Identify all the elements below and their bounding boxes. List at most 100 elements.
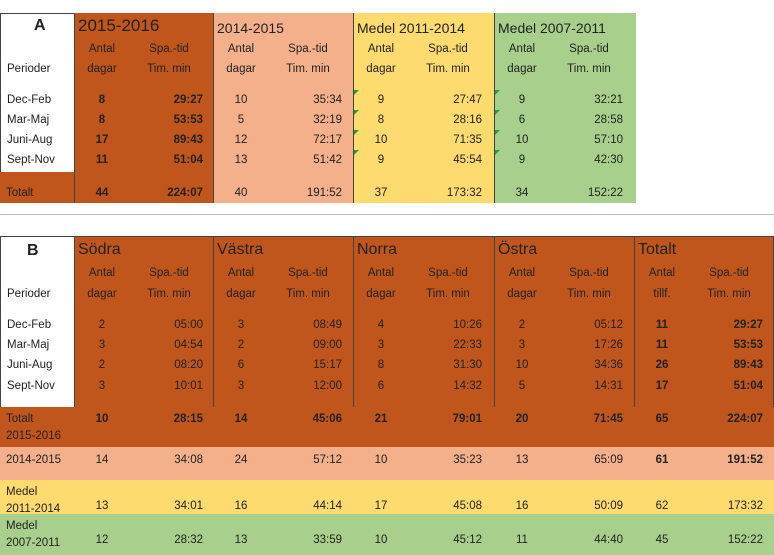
periods-label: Perioder (7, 63, 51, 75)
time-value: 35:34 (313, 94, 342, 106)
summary-label: Totalt (6, 413, 34, 425)
time-value: 05:12 (594, 319, 623, 331)
count-value: 9 (518, 94, 526, 106)
summary-time: 33:59 (313, 534, 342, 546)
subheader-time-unit: Tim. min (567, 288, 611, 300)
subheader-time-unit: Tim. min (707, 288, 751, 300)
subheader-count-unit: dagar (226, 288, 256, 300)
summary-count: 62 (655, 500, 669, 512)
region-column (634, 236, 774, 407)
group-title: Medel 2007-2011 (498, 20, 606, 36)
count-value: 11 (95, 154, 109, 166)
comment-flag-icon (495, 90, 500, 95)
subheader-time-unit: Tim. min (147, 288, 191, 300)
total-time: 191:52 (306, 187, 342, 199)
count-value: 8 (377, 114, 385, 126)
count-value: 3 (237, 319, 245, 331)
table-a-label: A (34, 17, 46, 34)
time-value: 28:58 (594, 114, 623, 126)
total-row-label-cell (0, 172, 74, 203)
summary-time: 79:01 (452, 413, 482, 425)
comment-flag-icon (495, 110, 500, 115)
time-value: 89:43 (173, 134, 203, 146)
summary-count: 10 (95, 413, 109, 425)
count-value: 6 (377, 380, 385, 392)
time-value: 51:04 (173, 154, 203, 166)
divider (0, 214, 774, 215)
summary-time: 65:09 (594, 454, 623, 466)
comment-flag-icon (354, 90, 359, 95)
time-value: 51:04 (733, 380, 763, 392)
subheader-time: Spa.-tid (288, 43, 328, 55)
subheader-count-unit: tillf. (653, 288, 671, 300)
summary-count: 61 (655, 454, 669, 466)
count-value: 2 (237, 339, 245, 351)
count-value: 2 (98, 359, 106, 371)
subheader-count: Antal (227, 43, 255, 55)
region-column (213, 236, 353, 407)
time-value: 53:53 (733, 339, 763, 351)
subheader-time: Spa.-tid (428, 43, 468, 55)
count-value: 2 (518, 319, 526, 331)
summary-time: 224:07 (727, 413, 763, 425)
time-value: 51:42 (313, 154, 342, 166)
group-column (74, 13, 213, 203)
count-value: 11 (655, 339, 669, 351)
summary-count: 16 (515, 500, 529, 512)
time-value: 12:00 (313, 380, 342, 392)
summary-time: 45:12 (453, 534, 482, 546)
subheader-count-unit: dagar (507, 63, 537, 75)
time-value: 72:17 (313, 134, 342, 146)
time-value: 10:01 (174, 380, 203, 392)
count-value: 8 (98, 94, 106, 106)
summary-label-sub: 2007-2011 (6, 537, 61, 549)
count-value: 26 (655, 359, 669, 371)
group-title: Medel 2011-2014 (357, 20, 465, 36)
time-value: 22:33 (453, 339, 482, 351)
summary-count: 10 (374, 454, 388, 466)
count-value: 8 (98, 114, 106, 126)
time-value: 09:00 (313, 339, 342, 351)
total-time: 224:07 (167, 187, 203, 199)
subheader-time: Spa.-tid (709, 267, 749, 279)
count-value: 9 (377, 154, 385, 166)
count-value: 9 (518, 154, 526, 166)
comment-flag-icon (495, 150, 500, 155)
summary-row (0, 447, 774, 480)
group-title: 2015-2016 (78, 16, 160, 35)
group-column (494, 13, 636, 203)
summary-count: 13 (515, 454, 529, 466)
time-value: 05:00 (174, 319, 203, 331)
count-value: 3 (98, 339, 106, 351)
period-label: Mar-Maj (7, 339, 50, 351)
summary-time: 50:09 (594, 500, 623, 512)
time-value: 14:31 (594, 380, 623, 392)
count-value: 8 (377, 359, 385, 371)
summary-time: 44:40 (594, 534, 623, 546)
period-label: Dec-Feb (7, 94, 52, 106)
subheader-time: Spa.-tid (149, 43, 189, 55)
subheader-count: Antal (508, 43, 536, 55)
count-value: 10 (374, 134, 388, 146)
region-column (494, 236, 634, 407)
subheader-time-unit: Tim. min (567, 63, 611, 75)
total-count: 40 (234, 187, 248, 199)
summary-count: 12 (95, 534, 109, 546)
region-title: Totalt (638, 241, 677, 258)
summary-count: 11 (516, 534, 528, 546)
summary-time: 44:14 (313, 500, 342, 512)
summary-row (0, 407, 774, 447)
region-title: Norra (357, 241, 398, 258)
time-value: 53:53 (173, 114, 203, 126)
total-count: 44 (95, 187, 109, 199)
time-value: 89:43 (733, 359, 763, 371)
count-value: 17 (655, 380, 669, 392)
summary-time: 57:12 (313, 454, 342, 466)
summary-label: Medel (6, 520, 38, 532)
count-value: 11 (655, 319, 669, 331)
summary-count: 13 (95, 500, 109, 512)
summary-label-sub: 2011-2014 (6, 503, 61, 515)
count-value: 10 (234, 94, 248, 106)
count-value: 5 (518, 380, 526, 392)
time-value: 32:21 (594, 94, 623, 106)
